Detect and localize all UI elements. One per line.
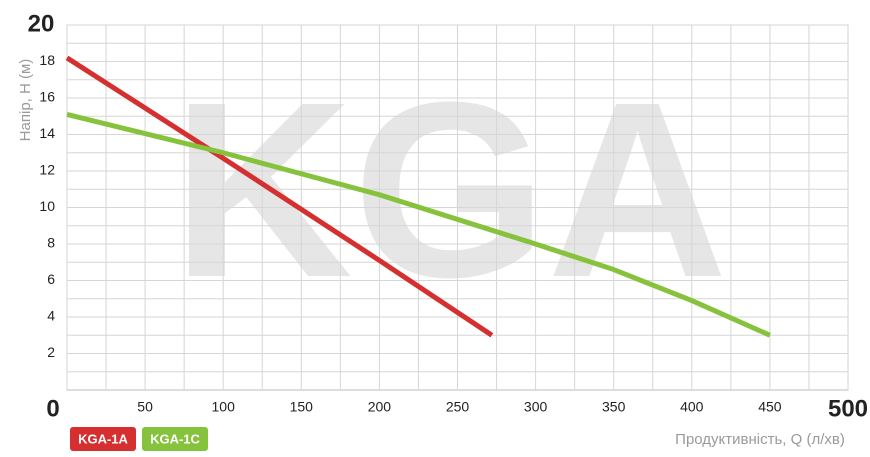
y-tick-label: 10 (39, 198, 55, 214)
legend-swatch (142, 427, 208, 451)
series-line (65, 55, 494, 338)
y-tick-label: 18 (39, 52, 55, 68)
x-tick-label: 100 (212, 399, 236, 415)
x-tick-label: 150 (290, 399, 314, 415)
x-tick-label: 300 (524, 399, 548, 415)
x-tick-label: 400 (680, 399, 704, 415)
y-tick-label: 2 (47, 344, 55, 360)
y-axis-label: Напір, Н (м) (17, 59, 34, 142)
legend-swatch (70, 427, 136, 451)
legend-label: KGA-1A (78, 431, 128, 446)
y-tick-label: 16 (39, 89, 55, 105)
x-tick-label: 350 (602, 399, 626, 415)
x-axis-label: Продуктивність, Q (л/хв) (675, 431, 845, 448)
series-line (66, 111, 771, 338)
x-tick-label: 0 (46, 395, 59, 422)
x-tick-label: 250 (446, 399, 470, 415)
x-tick-label: 450 (758, 399, 782, 415)
legend-label: KGA-1C (150, 431, 200, 446)
y-tick-label: 4 (47, 308, 55, 324)
y-tick-label: 6 (47, 271, 55, 287)
x-tick-label: 50 (137, 399, 153, 415)
y-tick-label: 12 (39, 162, 55, 178)
x-tick-label: 500 (828, 395, 868, 422)
y-tick-label: 8 (47, 235, 55, 251)
y-tick-label: 20 (28, 10, 55, 37)
x-tick-label: 200 (368, 399, 392, 415)
y-tick-label: 14 (39, 125, 55, 141)
